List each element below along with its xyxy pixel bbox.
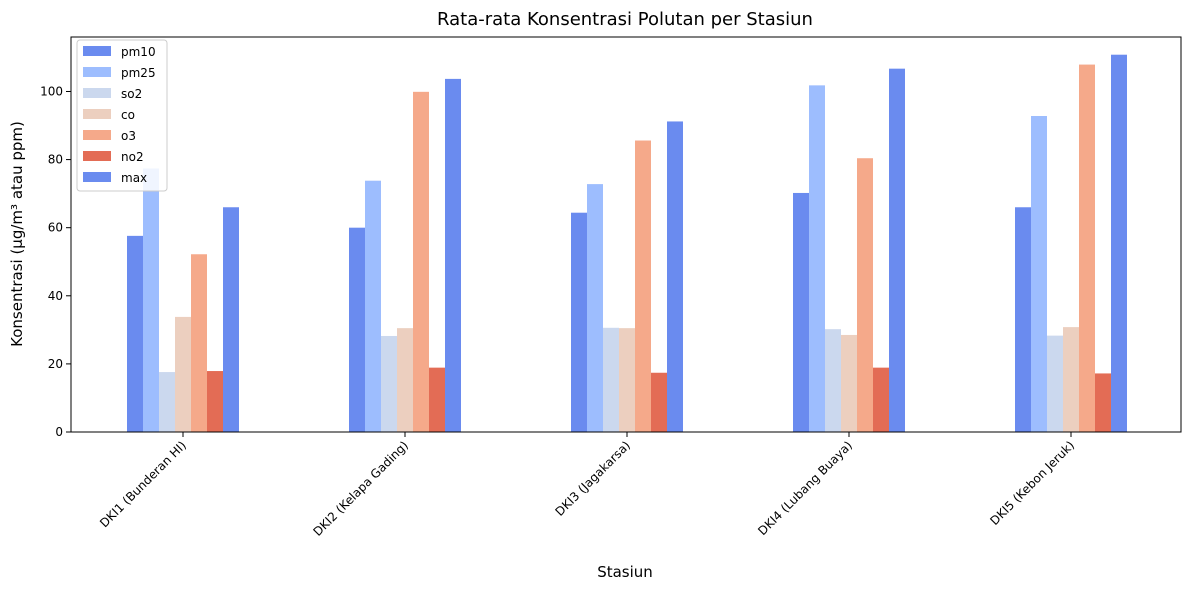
bar-o3-1 [191, 254, 207, 432]
y-tick-label: 20 [48, 357, 63, 371]
y-tick-label: 60 [48, 221, 63, 235]
chart-title: Rata-rata Konsentrasi Polutan per Stasiu… [437, 9, 813, 30]
bar-pm10-3 [571, 212, 587, 432]
bar-pm10-1 [127, 235, 143, 432]
bar-pm25-1 [143, 168, 159, 433]
bar-o3-5 [1079, 64, 1095, 432]
bars-group [127, 54, 1127, 433]
bar-no2-3 [651, 372, 667, 432]
x-tick-label: DKI3 (Jagakarsa) [553, 438, 634, 519]
bar-so2-3 [603, 327, 619, 432]
y-tick-label: 100 [40, 84, 63, 98]
bar-max-4 [889, 68, 905, 433]
bar-o3-3 [635, 140, 651, 432]
y-tick-label: 80 [48, 153, 63, 167]
bar-no2-5 [1095, 373, 1111, 432]
bar-co-5 [1063, 327, 1079, 432]
legend-label-so2: so2 [121, 87, 142, 101]
y-axis: 0 20 40 60 80 100 [40, 84, 71, 439]
bar-no2-1 [207, 371, 223, 432]
legend-swatch-co [83, 109, 111, 119]
legend-label-pm25: pm25 [121, 66, 156, 80]
x-tick-label: DKI5 (Kebon Jeruk) [987, 438, 1077, 528]
legend-swatch-no2 [83, 151, 111, 161]
bar-co-3 [619, 328, 635, 432]
legend-label-no2: no2 [121, 150, 144, 164]
legend-swatch-pm25 [83, 67, 111, 77]
legend-swatch-so2 [83, 88, 111, 98]
x-axis-title: Stasiun [597, 563, 653, 581]
legend: pm10 pm25 so2 co o3 no2 max [76, 39, 168, 192]
bar-co-4 [841, 334, 857, 432]
bar-pm25-5 [1031, 116, 1047, 432]
y-tick-label: 0 [55, 425, 63, 439]
bar-so2-5 [1047, 335, 1063, 432]
x-tick-label: DKI4 (Lubang Buaya) [755, 438, 855, 538]
bar-no2-2 [429, 367, 445, 432]
legend-swatch-o3 [83, 130, 111, 140]
bar-pm10-5 [1015, 207, 1031, 432]
x-tick-label: DKI1 (Bunderan HI) [97, 438, 189, 530]
legend-swatch-pm10 [83, 46, 111, 56]
bar-o3-4 [857, 158, 873, 433]
bar-pm25-4 [809, 85, 825, 432]
bar-so2-1 [159, 372, 175, 432]
bar-so2-4 [825, 329, 841, 432]
bar-max-3 [667, 121, 683, 432]
bar-max-2 [445, 78, 461, 433]
x-axis: DKI1 (Bunderan HI) DKI2 (Kelapa Gading) DK… [97, 432, 1077, 539]
bar-max-1 [223, 207, 239, 432]
legend-label-pm10: pm10 [121, 45, 156, 59]
bar-pm10-2 [349, 227, 365, 432]
bar-co-2 [397, 328, 413, 432]
bar-so2-2 [381, 335, 397, 432]
bar-pm25-3 [587, 184, 603, 432]
plot-frame [70, 36, 1182, 433]
y-axis-title: Konsentrasi (µg/m³ atau ppm) [8, 121, 26, 347]
x-tick-label: DKI2 (Kelapa Gading) [310, 438, 411, 539]
legend-label-co: co [121, 108, 135, 122]
bar-o3-2 [413, 91, 429, 432]
legend-label-max: max [121, 171, 147, 185]
bar-pm10-4 [793, 192, 809, 432]
legend-label-o3: o3 [121, 129, 136, 143]
bar-co-1 [175, 316, 191, 432]
bar-pm25-2 [365, 180, 381, 432]
bar-no2-4 [873, 367, 889, 432]
bar-max-5 [1111, 54, 1127, 432]
legend-swatch-max [83, 172, 111, 182]
y-tick-label: 40 [48, 289, 63, 303]
